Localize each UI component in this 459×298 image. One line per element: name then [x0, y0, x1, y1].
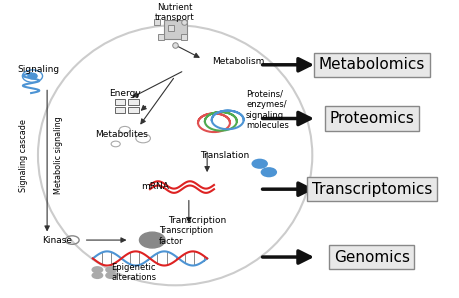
Text: Transcription: Transcription: [168, 216, 226, 225]
Circle shape: [28, 73, 37, 79]
Text: mRNA: mRNA: [140, 182, 168, 191]
Text: Signaling cascade: Signaling cascade: [19, 119, 28, 192]
Circle shape: [260, 167, 276, 177]
Text: Transcription
factor: Transcription factor: [159, 226, 213, 246]
Text: Genomics: Genomics: [333, 249, 409, 265]
Circle shape: [91, 266, 103, 274]
Text: Transcriptomics: Transcriptomics: [311, 182, 431, 197]
Text: Epigenetic
alterations: Epigenetic alterations: [111, 263, 156, 282]
Text: Energy: Energy: [109, 89, 140, 97]
Circle shape: [105, 272, 117, 279]
Circle shape: [91, 272, 103, 279]
FancyBboxPatch shape: [128, 99, 138, 105]
FancyBboxPatch shape: [128, 107, 138, 114]
Text: Metabolomics: Metabolomics: [318, 57, 424, 72]
Circle shape: [105, 266, 117, 274]
Text: Metabolism: Metabolism: [211, 58, 263, 66]
Text: Signaling: Signaling: [17, 65, 59, 74]
Text: Proteins/
enzymes/
signaling
molecules: Proteins/ enzymes/ signaling molecules: [246, 90, 288, 130]
FancyBboxPatch shape: [115, 99, 124, 105]
Text: Nutrient
transport: Nutrient transport: [155, 3, 195, 22]
Circle shape: [251, 159, 267, 169]
FancyBboxPatch shape: [163, 20, 186, 39]
Text: Metabolites: Metabolites: [95, 130, 148, 139]
Text: Proteomics: Proteomics: [329, 111, 413, 126]
Circle shape: [139, 232, 165, 248]
Text: Metabolic signaling: Metabolic signaling: [54, 117, 63, 194]
Text: Kinase: Kinase: [42, 236, 73, 245]
FancyBboxPatch shape: [115, 107, 124, 114]
Text: Translation: Translation: [200, 151, 249, 160]
